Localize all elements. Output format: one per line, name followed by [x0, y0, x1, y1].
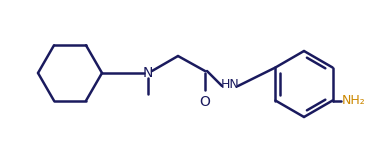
Text: NH₂: NH₂ [342, 94, 365, 107]
Text: N: N [143, 66, 153, 80]
Text: HN: HN [221, 79, 239, 92]
Text: O: O [200, 95, 210, 109]
